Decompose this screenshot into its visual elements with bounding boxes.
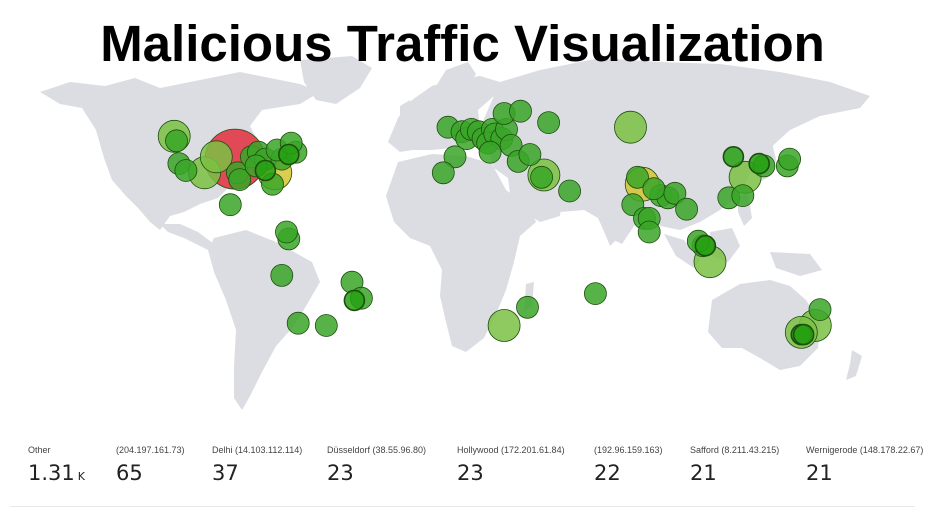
traffic-bubble-low[interactable] [286, 311, 310, 335]
traffic-bubble-low[interactable] [558, 179, 581, 203]
traffic-bubble-low_light[interactable] [487, 309, 521, 342]
traffic-bubble-low[interactable] [516, 295, 539, 319]
traffic-bubble-low[interactable] [537, 111, 560, 134]
legend-label: Wernigerode (148.178.22.67) [806, 445, 924, 455]
legend-label: Düsseldorf (38.55.96.80) [327, 445, 427, 455]
legend-value: 23 [457, 461, 565, 485]
world-map[interactable] [0, 0, 925, 440]
traffic-bubble-low_light[interactable] [199, 140, 233, 174]
legend-value: 37 [212, 461, 302, 485]
land-greenland [300, 56, 372, 104]
land-central-america [160, 224, 214, 250]
traffic-bubble-low[interactable] [270, 263, 294, 287]
traffic-bubble-low_dark[interactable] [343, 289, 366, 312]
traffic-bubble-low[interactable] [275, 220, 298, 244]
land-new-zealand [846, 350, 862, 380]
traffic-bubble-low[interactable] [478, 140, 502, 164]
traffic-bubble-low_dark[interactable] [722, 146, 745, 168]
legend-value-number: 21 [690, 461, 717, 485]
legend-value-unit: K [77, 470, 85, 483]
legend-item[interactable]: Düsseldorf (38.55.96.80) 23 [327, 442, 426, 485]
legend-value: 21 [690, 461, 779, 485]
traffic-bubble-low_dark[interactable] [792, 323, 815, 346]
traffic-bubble-low_light[interactable] [614, 110, 647, 144]
legend-label: (204.197.161.73) [116, 445, 185, 455]
legend-item[interactable]: Delhi (14.103.112.114) 37 [212, 442, 302, 485]
traffic-bubble-low[interactable] [443, 145, 467, 169]
legend-item[interactable]: Hollywood (172.201.61.84) 23 [457, 442, 565, 485]
legend-value: 21 [806, 461, 923, 485]
legend-value: 23 [327, 461, 426, 485]
traffic-bubble-low[interactable] [218, 193, 242, 217]
traffic-bubble-low[interactable] [228, 168, 252, 192]
traffic-bubble-low[interactable] [314, 314, 338, 337]
traffic-bubble-low[interactable] [637, 220, 661, 244]
legend-label: (192.96.159.163) [594, 445, 663, 455]
traffic-bubble-low_dark[interactable] [277, 143, 300, 166]
traffic-bubble-low[interactable] [509, 99, 532, 123]
legend-label: Safford (8.211.43.215) [690, 445, 780, 455]
traffic-bubble-low_dark[interactable] [694, 234, 717, 257]
traffic-bubble-low[interactable] [731, 184, 755, 208]
land-layer [40, 56, 870, 410]
legend-item[interactable]: Wernigerode (148.178.22.67) 21 [806, 442, 923, 485]
divider [10, 506, 915, 507]
legend-value-number: 21 [806, 461, 833, 485]
traffic-bubble-low[interactable] [174, 159, 198, 182]
legend-item[interactable]: (192.96.159.163) 22 [594, 442, 663, 485]
legend-value-number: 65 [116, 461, 143, 485]
traffic-bubble-low[interactable] [675, 197, 698, 221]
traffic-bubble-low[interactable] [778, 147, 801, 171]
land-australia [708, 280, 820, 370]
land-sumatra [664, 234, 700, 268]
legend-label: Delhi (14.103.112.114) [212, 445, 303, 455]
legend-value-number: 37 [212, 461, 239, 485]
legend-value-number: 23 [327, 461, 354, 485]
land-scandinavia [430, 62, 476, 104]
legend-item[interactable]: Safford (8.211.43.215) 21 [690, 442, 779, 485]
traffic-bubble-low[interactable] [518, 143, 542, 166]
traffic-bubble-low_dark[interactable] [748, 152, 771, 175]
legend-value-number: 22 [594, 461, 621, 485]
legend-label: Other [28, 445, 51, 455]
traffic-bubble-low[interactable] [584, 282, 607, 306]
traffic-bubble-low[interactable] [431, 161, 455, 185]
legend-value-number: 23 [457, 461, 484, 485]
land-uk [400, 100, 414, 130]
legend-label: Hollywood (172.201.61.84) [457, 445, 565, 455]
traffic-bubble-low[interactable] [642, 177, 666, 201]
legend-value-number: 1.31 [28, 461, 75, 485]
legend-item[interactable]: Other 1.31 K [28, 442, 85, 485]
traffic-bubble-low[interactable] [663, 181, 687, 205]
land-new-guinea [770, 252, 822, 276]
page-title: Malicious Traffic Visualization [100, 15, 825, 72]
legend-value: 1.31 K [28, 461, 85, 485]
bubble-layer[interactable] [157, 99, 832, 349]
traffic-bubble-low_dark[interactable] [254, 159, 277, 182]
legend-value: 22 [594, 461, 663, 485]
traffic-bubble-low[interactable] [165, 129, 188, 153]
legend-value: 65 [116, 461, 185, 485]
legend-item[interactable]: (204.197.161.73) 65 [116, 442, 185, 485]
traffic-bubble-low[interactable] [808, 298, 832, 322]
land-africa [386, 154, 536, 352]
traffic-bubble-low[interactable] [530, 165, 553, 189]
legend-bar: Other 1.31 K (204.197.161.73) 65 Delhi (14.10… [0, 442, 925, 502]
traffic-bubble-low[interactable] [626, 165, 649, 189]
